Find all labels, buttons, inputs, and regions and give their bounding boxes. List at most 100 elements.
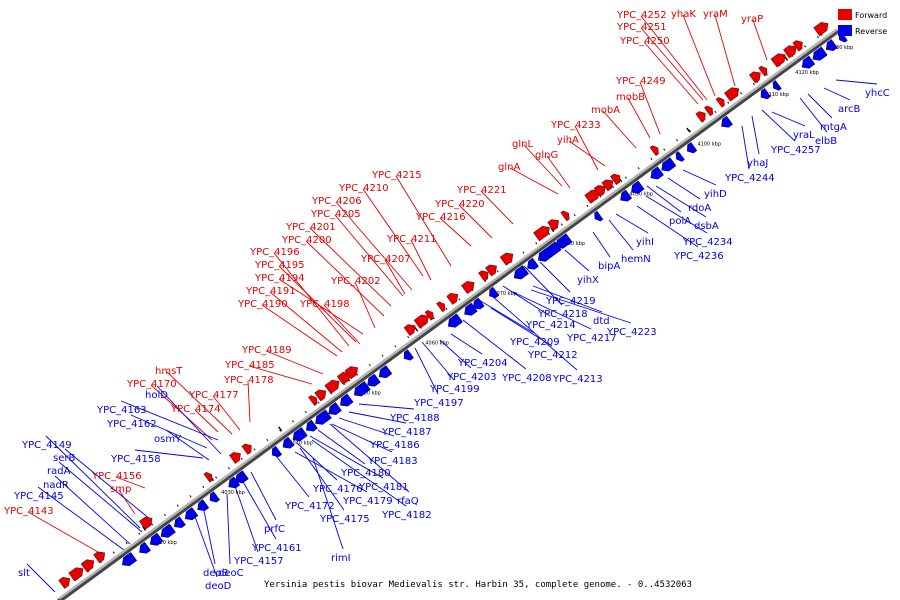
forward-gene [748,71,761,84]
leader-line-reverse [608,219,634,251]
gene-label-forward: YPC_4191 [245,286,296,297]
reverse-gene [353,381,371,397]
leader-line-reverse [226,493,231,565]
gene-label-reverse: dtd [593,316,610,327]
gene-label-forward: YPC_4250 [619,36,670,47]
leader-line-forward [362,188,424,277]
leader-line-forward [546,155,571,189]
gene-label-reverse: YPC_4181 [358,482,409,493]
gene-label-forward: glnA [498,162,520,173]
label-leader-lines [26,14,878,593]
axis-tick-label: 4060 kbp [425,341,449,347]
axis-minor-tick [215,476,218,479]
gene-label-reverse: arcB [838,104,861,115]
leader-line-reverse [234,485,259,553]
axis-minor-tick [612,185,615,189]
leader-line-forward [509,167,559,195]
gene-label-reverse: dsbA [694,221,719,232]
reverse-gene [340,393,354,407]
leader-line-forward [410,239,432,281]
reverse-gene [367,373,381,387]
reverse-gene [760,88,771,100]
leader-line-reverse [564,249,590,272]
axis-tick-label: 4020 kbp [153,540,177,546]
axis-minor-tick [381,354,384,357]
legend: Forward Reverse [838,9,887,36]
axis-minor-tick [560,223,563,226]
axis-minor-tick [637,167,640,170]
leader-line-reverse [615,213,649,234]
gene-label-reverse: mtgA [820,122,847,133]
gene-label-forward: YPC_4206 [311,196,362,207]
leader-line-reverse [299,447,345,511]
axis-minor-tick [176,504,179,507]
axis-tick [414,326,419,332]
leader-line-forward [309,227,392,307]
gene-label-forward: yhaK [671,9,696,20]
leader-line-reverse [130,414,208,449]
reverse-gene [489,286,500,299]
gene-label-reverse: YPC_4199 [429,384,480,395]
gene-label-reverse: YPC_4236 [673,251,724,262]
gene-label-reverse: YPC_4212 [527,350,578,361]
forward-gene [560,210,570,222]
gene-label-reverse: holD [145,390,168,401]
gene-label-forward: YPC_4216 [415,212,466,223]
leader-line-reverse [241,479,277,540]
leader-line-reverse [275,455,310,498]
axis-minor-tick [112,551,115,554]
reverse-gene [121,552,138,567]
gene-label-reverse: YPC_4179 [342,496,393,507]
axis-minor-tick [253,448,256,451]
reverse-gene [378,365,393,379]
axis-minor-tick [586,204,589,207]
forward-gene [80,559,95,573]
leader-line-reverse [592,231,611,258]
leader-line-reverse [799,97,828,133]
leader-line-reverse [421,341,455,381]
axis-minor-tick [624,176,627,179]
axis-minor-tick [458,298,461,301]
leader-line-forward [602,110,637,149]
leader-line-forward [305,240,385,317]
reverse-gene [687,142,698,154]
reverse-genes [121,31,848,567]
gene-label-reverse: YPC_4223 [606,327,657,338]
gene-label-reverse: YPC_4182 [381,510,432,521]
leader-line-reverse [156,385,222,455]
gene-label-reverse: YPC_4244 [724,173,775,184]
gene-label-forward: yraP [741,14,763,25]
leader-line-reverse [741,125,750,170]
forward-gene [758,65,768,77]
axis-minor-tick [163,513,166,517]
axis-tick-label: 4110 kbp [765,92,789,98]
axis-minor-tick [535,242,538,245]
reverse-gene [174,516,186,529]
axis-minor-tick [138,532,141,535]
gene-label-reverse: deoD [205,581,232,592]
gene-label-forward: hmsT [155,366,183,377]
gene-label-reverse: YPC_4172 [284,501,335,512]
leader-line-forward [354,281,376,329]
gene-label-forward: YPC_4178 [223,375,274,386]
forward-gene [610,173,621,185]
gene-label-forward: YPC_4143 [3,506,54,517]
leader-line-forward [643,41,699,105]
leader-line-reverse [317,429,366,465]
axis-minor-tick [266,438,269,442]
axis-tick [278,426,283,432]
gene-label-forward: glnL [512,139,533,150]
gene-label-reverse: yhcC [865,88,890,99]
gene-label-reverse: hemN [621,254,651,265]
leader-line-forward [261,304,338,357]
gene-label-forward: YPC_4194 [254,273,305,284]
gene-label-reverse: YPC_4234 [682,237,733,248]
forward-gene [241,443,252,455]
axis-minor-tick [740,92,743,95]
caption: Yersinia pestis biovar Medievalis str. H… [264,580,692,590]
reverse-gene [197,499,210,512]
axis-minor-tick [291,420,294,423]
reverse-gene [447,313,463,328]
axis-tick [686,127,691,133]
reverse-gene [305,419,318,432]
